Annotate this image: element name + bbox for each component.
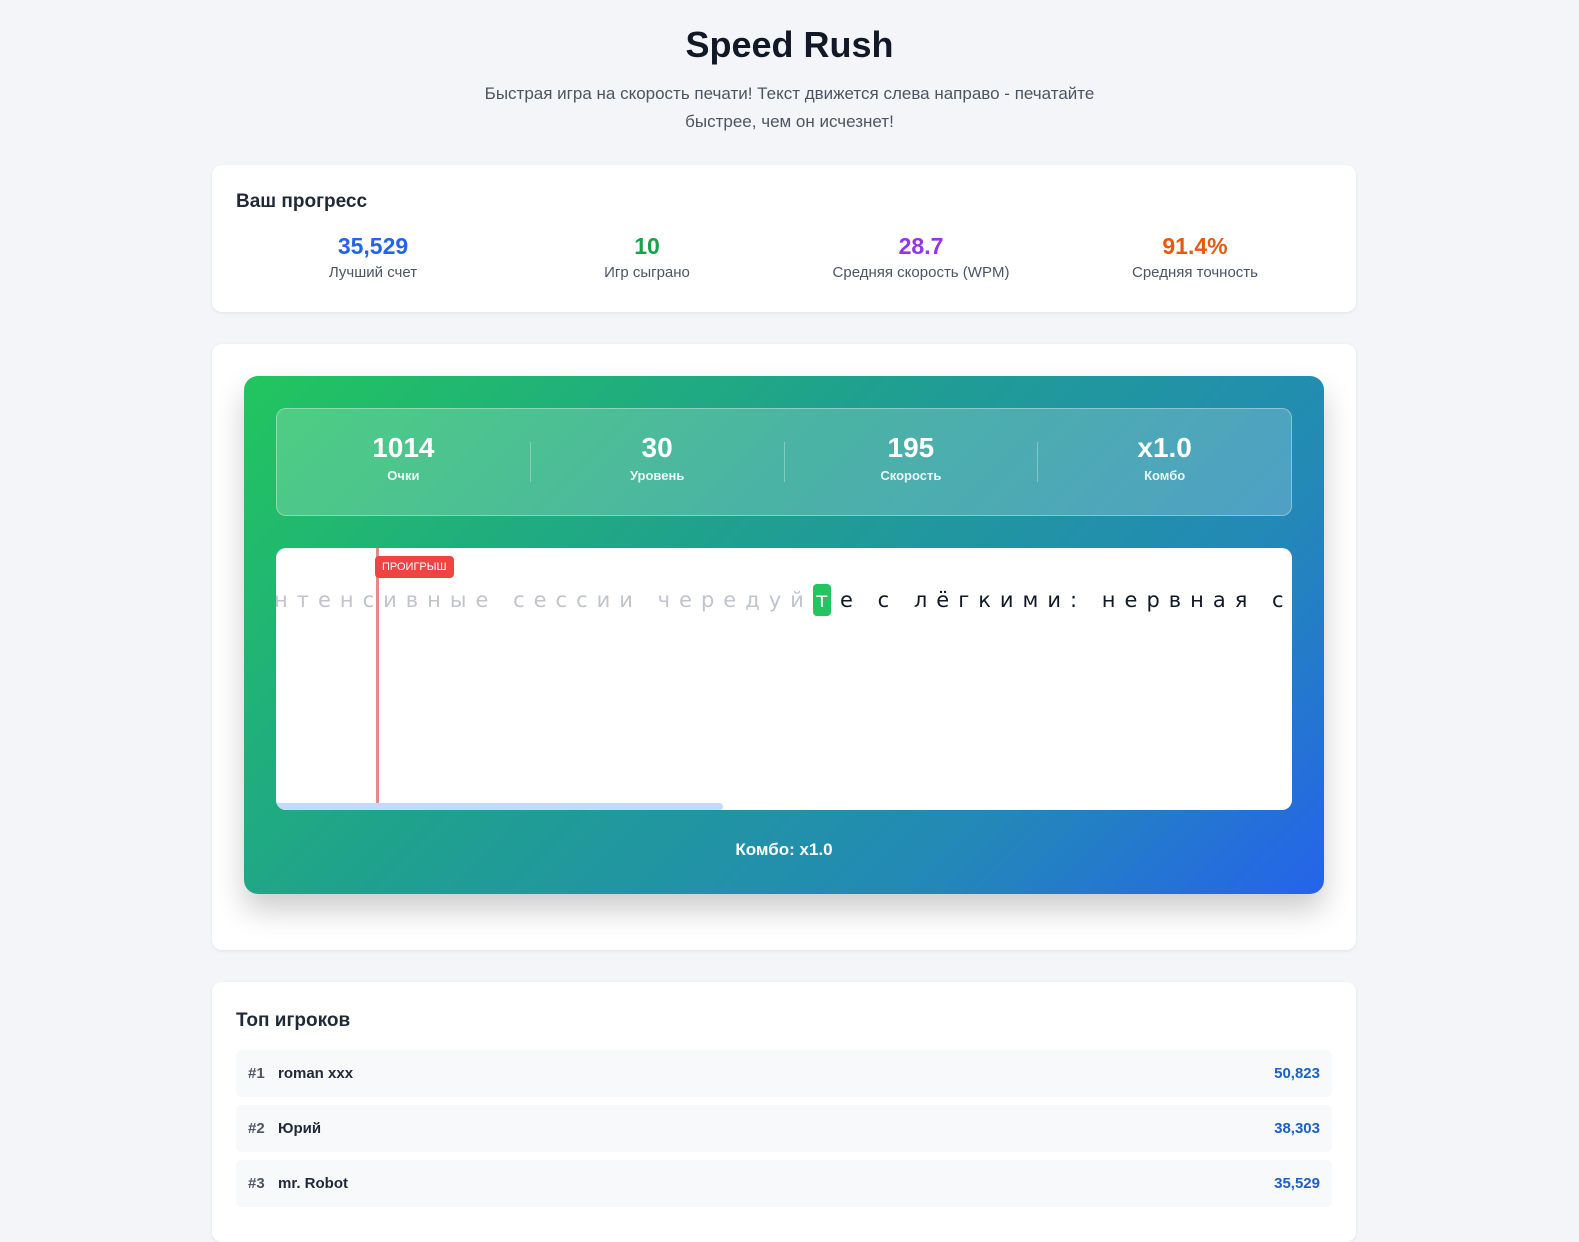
game-hud: 1014 Очки 30 Уровень 195 Скорость x1.0 Комбо xyxy=(276,408,1292,516)
page-title: Speed Rush xyxy=(685,24,894,65)
hud-label: Уровень xyxy=(629,467,685,483)
text-progress-bar xyxy=(276,803,724,810)
hud-value: 195 xyxy=(887,431,935,463)
player-name: mr. Robot xyxy=(278,1175,348,1192)
hud-label: Комбо xyxy=(1144,467,1186,483)
stat-value: 10 xyxy=(634,233,660,259)
lose-label: ПРОИГРЫШ xyxy=(375,556,454,578)
stat-label: Средняя скорость (WPM) xyxy=(832,264,1010,281)
moving-text: нтенсивные сессии чередуй т е с лёгкими: н… xyxy=(276,584,1292,616)
hud-value: 30 xyxy=(641,431,673,463)
stat-value: 28.7 xyxy=(898,233,944,259)
stat-label: Средняя точность xyxy=(1132,264,1258,281)
stat-label: Игр сыграно xyxy=(604,264,690,281)
typed-text: нтенсивные сессии чередуй xyxy=(276,588,813,612)
progress-card: Ваш прогресс 35,529 Лучший счет 10 Игр сыг… xyxy=(212,165,1356,312)
stat-avg-wpm: 28.7 Средняя скорость (WPM) xyxy=(784,233,1058,281)
progress-title: Ваш прогресс xyxy=(236,191,368,212)
game-card: 1014 Очки 30 Уровень 195 Скорость x1.0 Комбо… xyxy=(212,344,1356,950)
player-score: 50,823 xyxy=(1274,1065,1320,1082)
hud-label: Скорость xyxy=(880,467,942,483)
player-score: 38,303 xyxy=(1274,1120,1320,1137)
hud-combo: x1.0 Комбо xyxy=(1038,432,1291,483)
leaderboard-row: #2 Юрий 38,303 xyxy=(236,1105,1332,1152)
stat-avg-accuracy: 91.4% Средняя точность xyxy=(1058,233,1332,281)
player-name: roman xxx xyxy=(278,1065,354,1082)
player-rank: #2 xyxy=(248,1120,265,1137)
lose-line xyxy=(376,548,379,810)
leaderboard-card: Топ игроков #1 roman xxx 50,823 #2 Юрий 38,3… xyxy=(212,982,1356,1242)
remaining-text: е с лёгкими: нервная систе xyxy=(840,588,1292,612)
stat-label: Лучший счет xyxy=(328,264,418,281)
hud-value: x1.0 xyxy=(1137,431,1192,463)
game-area[interactable]: 1014 Очки 30 Уровень 195 Скорость x1.0 Комбо… xyxy=(244,376,1324,894)
hud-speed: 195 Скорость xyxy=(785,432,1039,483)
stat-best-score: 35,529 Лучший счет xyxy=(236,233,510,281)
stat-value: 35,529 xyxy=(337,233,409,259)
hud-value: 1014 xyxy=(372,431,435,463)
page-subtitle: Быстрая игра на скорость печати! Текст д… xyxy=(484,84,1095,131)
player-rank: #3 xyxy=(248,1175,265,1192)
leaderboard-row: #1 roman xxx 50,823 xyxy=(236,1050,1332,1097)
combo-text: Комбо: x1.0 xyxy=(735,840,833,859)
page-header: Speed Rush Быстрая игра на скорость печа… xyxy=(0,0,1579,136)
hud-score: 1014 Очки xyxy=(277,432,531,483)
typing-field[interactable]: нтенсивные сессии чередуй т е с лёгкими: н… xyxy=(276,548,1292,810)
leaderboard-row: #3 mr. Robot 35,529 xyxy=(236,1160,1332,1207)
current-char: т xyxy=(812,584,832,616)
player-rank: #1 xyxy=(248,1065,265,1082)
player-name: Юрий xyxy=(278,1120,322,1137)
leaderboard-title: Топ игроков xyxy=(236,1010,351,1031)
player-score: 35,529 xyxy=(1274,1175,1320,1192)
stat-value: 91.4% xyxy=(1162,233,1228,259)
hud-label: Очки xyxy=(387,467,420,483)
stat-games-played: 10 Игр сыграно xyxy=(510,233,784,281)
hud-level: 30 Уровень xyxy=(531,432,785,483)
